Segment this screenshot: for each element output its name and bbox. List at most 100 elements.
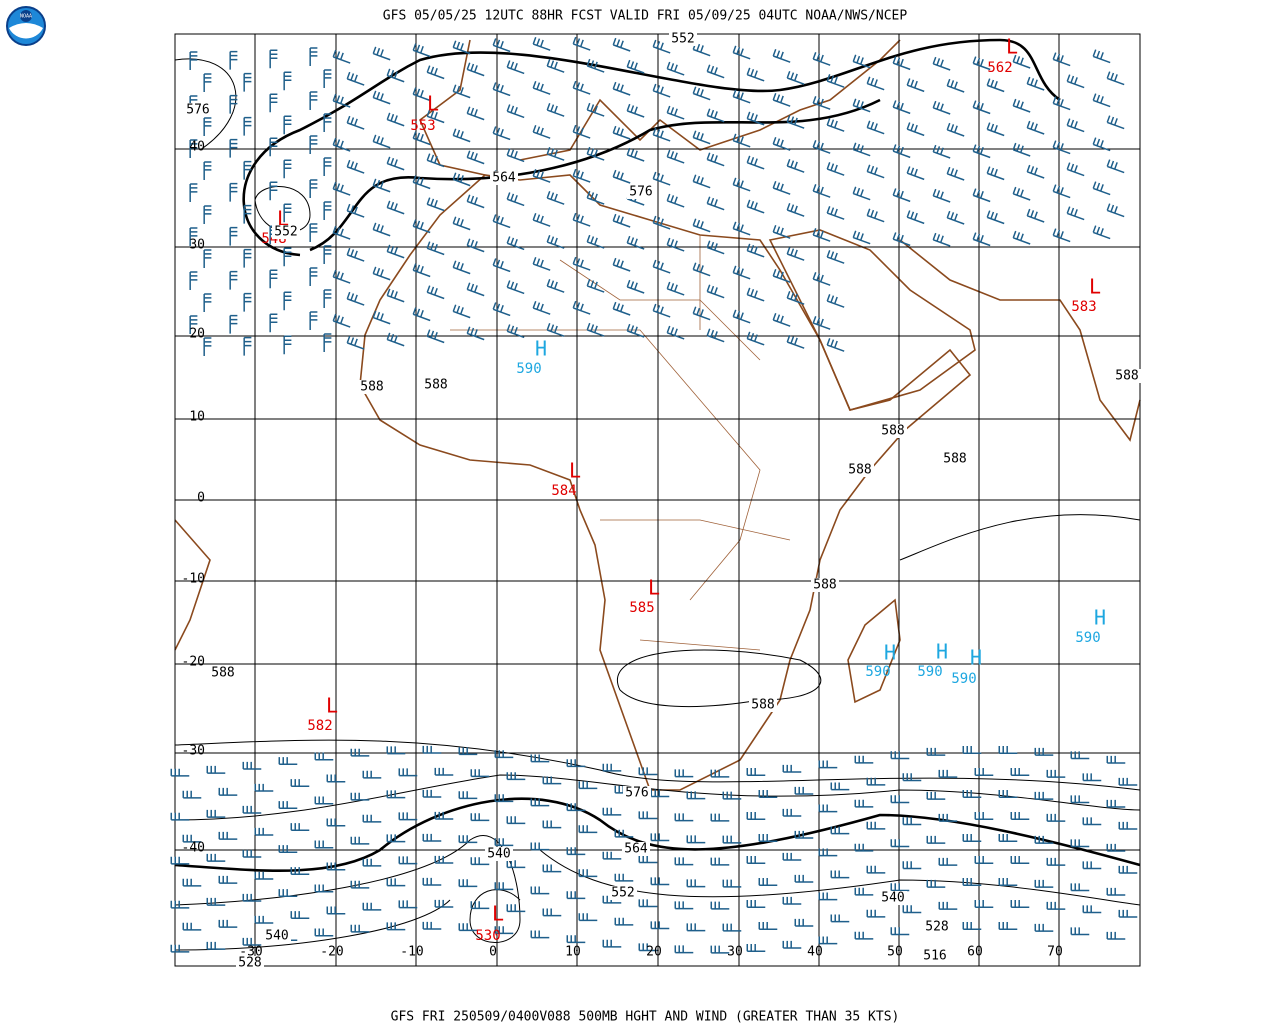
wind-barb	[426, 329, 445, 344]
wind-barb	[1052, 96, 1071, 111]
wind-barb	[812, 52, 831, 66]
contour-label: 588	[211, 666, 234, 681]
wind-barb	[398, 812, 418, 821]
wind-barb	[612, 125, 631, 140]
wind-barb	[962, 790, 982, 798]
wind-barb	[422, 789, 442, 798]
wind-barb	[674, 769, 694, 778]
wind-barb	[466, 150, 485, 165]
wind-barb	[866, 120, 885, 135]
wind-barb	[852, 186, 871, 201]
wind-barb	[706, 108, 725, 123]
wind-barb	[546, 235, 565, 249]
wind-barb	[398, 900, 418, 909]
wind-barb	[309, 179, 318, 198]
wind-barb	[182, 922, 202, 931]
wind-barb	[229, 138, 238, 158]
wind-barb	[974, 900, 994, 908]
contour-label-bg	[879, 424, 907, 438]
wind-barb	[1052, 52, 1071, 67]
wind-barb	[242, 805, 262, 814]
wind-barb	[1010, 812, 1030, 820]
contour-label: 588	[1115, 369, 1138, 384]
wind-barb	[906, 78, 925, 93]
wind-barb	[314, 928, 334, 937]
wind-barb	[578, 825, 598, 834]
country-borders	[450, 235, 791, 651]
wind-barb	[786, 246, 805, 261]
wind-barb	[362, 902, 382, 911]
wind-barb	[278, 889, 298, 898]
wind-barb	[530, 842, 550, 851]
wind-barb	[1034, 879, 1054, 888]
wind-barb	[506, 148, 525, 163]
wind-barb	[452, 84, 471, 99]
center-letter: L	[277, 207, 289, 231]
wind-barb	[1026, 164, 1045, 179]
wind-barb	[932, 232, 951, 247]
wind-barb	[692, 306, 711, 321]
wind-barb	[566, 803, 586, 812]
wind-barbs	[170, 36, 1138, 954]
wind-barb	[732, 89, 751, 104]
wind-barb	[782, 764, 802, 773]
wind-barb	[926, 747, 946, 756]
wind-barb	[386, 790, 406, 799]
wind-barb	[506, 904, 526, 913]
wind-barb	[386, 834, 406, 843]
wind-barb	[332, 49, 351, 64]
wind-barb	[452, 260, 471, 275]
wind-barb	[203, 161, 212, 180]
wind-barb	[218, 875, 238, 884]
wind-barb	[852, 142, 871, 157]
wind-barb	[278, 757, 298, 766]
wind-barb	[542, 864, 562, 873]
wind-barb	[998, 834, 1018, 842]
wind-barb	[1066, 74, 1085, 89]
wind-barb	[566, 891, 586, 900]
latitude-label: 30	[189, 238, 205, 253]
contour-label: 540	[487, 847, 510, 862]
wind-barb	[426, 197, 445, 212]
wind-barb	[458, 747, 478, 756]
wind-barb	[182, 878, 202, 887]
wind-barb	[818, 760, 838, 769]
wind-barb	[412, 307, 431, 322]
wind-barb	[398, 856, 418, 865]
contour-label: 588	[360, 380, 383, 395]
contour-label-bg	[490, 171, 518, 185]
wind-barb	[666, 325, 685, 340]
wind-barb	[243, 336, 252, 356]
wind-barb	[372, 310, 391, 325]
contour-label-bg	[669, 32, 697, 46]
wind-barb	[494, 882, 514, 891]
wind-barb	[826, 74, 845, 88]
wind-barb	[506, 324, 525, 339]
wind-barb	[902, 905, 922, 914]
wind-barb	[998, 922, 1018, 930]
wind-barb	[506, 60, 525, 75]
wind-barb	[243, 248, 252, 268]
africa-coast	[359, 174, 972, 791]
contour-label-bg	[622, 842, 650, 856]
wind-barb	[1046, 769, 1066, 778]
contour-label-bg	[209, 666, 237, 680]
wind-barb	[794, 918, 814, 927]
wind-barb	[1118, 865, 1138, 874]
longitude-label: 60	[967, 945, 983, 960]
wind-barb	[566, 935, 586, 944]
wind-barb	[746, 287, 765, 302]
wind-barb	[826, 250, 845, 264]
wind-barb	[494, 838, 514, 847]
center-letter: L	[326, 694, 338, 718]
wind-barb	[1092, 137, 1111, 152]
wind-barb	[602, 851, 622, 860]
wind-barb	[494, 750, 514, 759]
wind-barb	[309, 91, 318, 110]
wind-barb	[998, 878, 1018, 886]
wind-barb	[189, 271, 198, 290]
wind-barb	[638, 899, 658, 908]
wind-barb	[452, 128, 471, 143]
wind-barb	[710, 901, 730, 910]
map-title: GFS 05/05/25 12UTC 88HR FCST VALID FRI 0…	[383, 9, 908, 24]
